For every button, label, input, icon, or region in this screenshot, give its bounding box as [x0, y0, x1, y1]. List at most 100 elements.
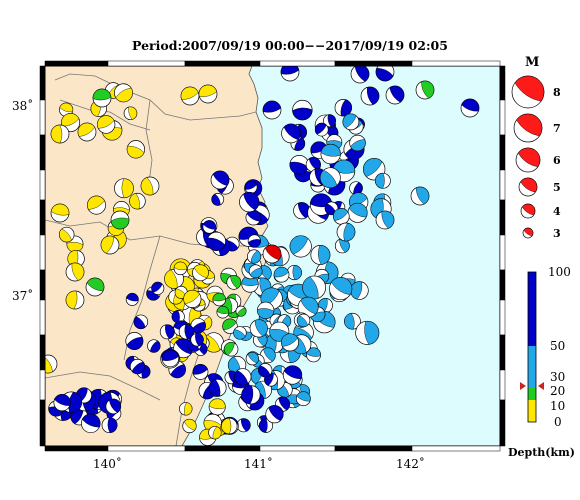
event-layer: [45, 66, 480, 446]
focal-mechanism: [289, 235, 312, 258]
focal-mechanism: [216, 305, 230, 319]
lat-label-37: 37˚: [12, 288, 33, 303]
focal-mechanism: [234, 368, 252, 386]
focal-mechanism: [210, 170, 230, 190]
magnitude-legend-ball: [511, 75, 545, 109]
focal-mechanism: [262, 100, 282, 120]
focal-mechanism: [140, 176, 160, 196]
focal-mechanism: [50, 124, 70, 144]
focal-mechanism: [45, 354, 58, 374]
focal-mechanism: [244, 180, 258, 194]
focal-mechanism: [350, 281, 369, 300]
depth-legend-title: Depth(km): [508, 446, 575, 459]
focal-mechanism: [190, 333, 204, 347]
focal-mechanism: [246, 249, 262, 264]
focal-mechanism: [385, 85, 405, 105]
focal-mechanism: [334, 98, 353, 117]
focal-mechanism: [221, 417, 238, 435]
focal-mechanism: [147, 339, 161, 353]
magnitude-legend-ball: [522, 227, 534, 239]
focal-mechanism: [174, 285, 188, 299]
focal-mechanism: [151, 281, 165, 295]
focal-mechanism: [65, 262, 85, 282]
focal-mechanism: [222, 318, 238, 334]
focal-mechanism: [280, 66, 300, 82]
depth-bar-mid-shallow: [528, 388, 536, 400]
magnitude-legend-title: M: [525, 55, 539, 70]
focal-mechanism: [173, 261, 188, 276]
depth-tick-10: 10: [550, 399, 565, 413]
focal-mechanism: [245, 352, 259, 366]
focal-mechanism: [226, 274, 242, 290]
depth-tick-100: 100: [548, 265, 571, 279]
focal-mechanism: [65, 290, 85, 310]
lon-label-141: 141˚: [244, 456, 273, 471]
magnitude-legend: M 8 7 6 5 4 3: [511, 55, 561, 240]
focal-mechanism: [296, 313, 311, 328]
focal-mechanism: [92, 88, 112, 108]
focal-mechanism: [123, 106, 138, 121]
focal-mechanism: [126, 140, 146, 159]
depth-bar-mid: [528, 346, 536, 388]
focal-mechanism: [161, 349, 180, 368]
focal-mechanism: [336, 222, 356, 242]
focal-mechanism: [286, 264, 303, 281]
depth-bar-shallow: [528, 400, 536, 422]
focal-mechanism: [258, 418, 274, 433]
focal-mechanism: [293, 202, 311, 220]
focal-mechanism: [273, 266, 290, 283]
lon-label-140: 140˚: [93, 456, 122, 471]
focal-mechanism: [178, 324, 195, 340]
focal-mechanism: [239, 191, 260, 213]
focal-mechanism: [81, 413, 101, 434]
focal-mechanism: [281, 333, 300, 352]
focal-mechanism: [375, 66, 395, 82]
focal-mechanism: [125, 292, 139, 306]
focal-mechanism: [282, 365, 303, 385]
latest-event-mechanism: [262, 244, 282, 264]
focal-mechanism: [310, 245, 331, 265]
depth-tick-20: 20: [550, 384, 565, 398]
magnitude-legend-ball: [518, 177, 538, 197]
depth-tick-50: 50: [550, 339, 565, 353]
focal-mechanism: [289, 155, 309, 175]
focal-mechanism: [349, 181, 363, 196]
focal-mechanism: [114, 178, 134, 199]
magnitude-legend-ball: [520, 203, 536, 219]
focal-mechanism: [198, 84, 218, 104]
focal-mechanism: [159, 324, 175, 340]
focal-mechanism: [256, 301, 275, 320]
frame-ticks: [39, 60, 506, 452]
focal-mechanism: [415, 80, 435, 100]
focal-mechanism: [236, 418, 251, 433]
focal-mechanism: [305, 156, 321, 173]
focal-mechanism: [245, 209, 262, 226]
focal-mechanism: [85, 277, 105, 297]
focal-mechanism: [59, 102, 74, 117]
focal-mechanism: [180, 86, 200, 106]
focal-mechanism: [208, 425, 222, 440]
focal-mechanism: [249, 319, 268, 338]
focal-mechanism: [202, 220, 217, 234]
focal-mechanism: [302, 275, 326, 300]
focal-mechanism: [306, 347, 321, 363]
magnitude-legend-label: 4: [553, 205, 561, 218]
focal-mechanism: [295, 391, 311, 407]
focal-mechanism: [100, 235, 120, 255]
focal-mechanism: [125, 332, 144, 350]
focal-mechanism: [319, 167, 341, 189]
focal-mechanism: [248, 264, 263, 279]
depth-bar-deep: [528, 272, 536, 346]
focal-mechanism: [50, 203, 70, 223]
focal-mechanism: [333, 208, 350, 225]
depth-tick-0: 0: [554, 415, 562, 429]
focal-mechanism: [110, 210, 130, 230]
lon-label-142: 142˚: [396, 456, 425, 471]
magnitude-legend-ball: [515, 147, 541, 173]
focal-mechanism: [344, 312, 361, 330]
focal-mechanism: [129, 192, 146, 210]
focal-mechanism: [374, 172, 391, 189]
focal-mechanism: [133, 314, 149, 330]
focal-mechanism: [179, 402, 193, 416]
